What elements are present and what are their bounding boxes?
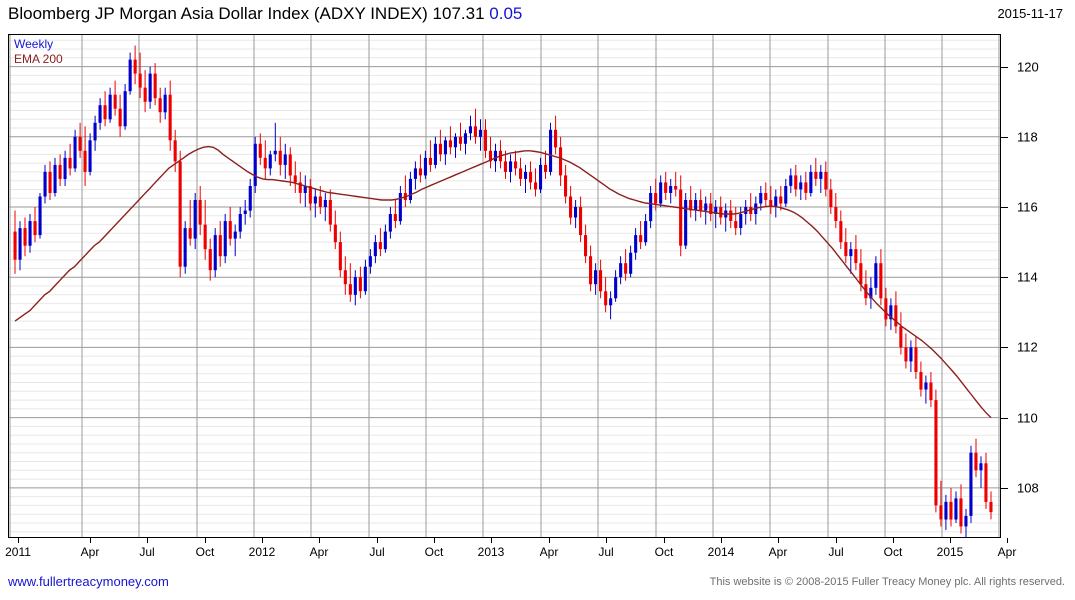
title-text: Bloomberg JP Morgan Asia Dollar Index (A… <box>8 4 485 23</box>
x-axis-label: Jul <box>369 545 385 559</box>
y-tick-mark <box>1001 487 1008 489</box>
x-axis-label: Oct <box>195 545 215 559</box>
x-tick-mark <box>491 538 492 543</box>
x-tick-mark <box>205 538 206 543</box>
y-axis-label: 118 <box>1017 129 1038 145</box>
x-tick-mark <box>18 538 19 543</box>
x-tick-mark <box>664 538 665 543</box>
x-tick-mark <box>90 538 91 543</box>
page-title: Bloomberg JP Morgan Asia Dollar Index (A… <box>8 4 522 24</box>
y-axis: 120 118 116 114 112 110 108 <box>1001 34 1075 540</box>
site-url[interactable]: www.fullertreacymoney.com <box>8 574 169 589</box>
x-axis-label: 2013 <box>477 545 505 559</box>
y-tick-mark <box>1001 136 1008 138</box>
x-tick-mark <box>721 538 722 543</box>
x-axis: 2011 Apr Jul Oct 2012 Apr Jul Oct 2013 Apr Jul Oct 2… <box>5 538 1016 564</box>
x-tick-mark <box>1007 538 1008 543</box>
y-axis-label: 114 <box>1017 269 1038 285</box>
chart-date: 2015-11-17 <box>997 6 1063 21</box>
chart-header: Bloomberg JP Morgan Asia Dollar Index (A… <box>0 0 1075 30</box>
x-tick-mark <box>262 538 263 543</box>
x-axis-label: Apr <box>309 545 329 559</box>
x-tick-mark <box>549 538 550 543</box>
x-axis-label: Oct <box>654 545 674 559</box>
x-tick-mark <box>434 538 435 543</box>
x-tick-mark <box>778 538 779 543</box>
y-tick-mark <box>1001 417 1008 419</box>
x-axis-label: Jul <box>139 545 155 559</box>
price-change: 0.05 <box>489 4 523 23</box>
price-series <box>13 45 993 537</box>
x-axis-label: 2014 <box>707 545 735 559</box>
y-tick-mark <box>1001 347 1008 349</box>
x-tick-mark <box>319 538 320 543</box>
gridlines <box>9 35 1000 537</box>
x-axis-label: Apr <box>768 545 788 559</box>
x-tick-mark <box>950 538 951 543</box>
x-axis-label: Apr <box>539 545 559 559</box>
x-tick-mark <box>893 538 894 543</box>
y-axis-label: 116 <box>1017 199 1038 215</box>
x-tick-mark <box>606 538 607 543</box>
plot-area[interactable]: Weekly EMA 200 <box>8 34 1001 538</box>
x-axis-label: Jul <box>828 545 844 559</box>
chart-footer: www.fullertreacymoney.com This website i… <box>0 572 1075 596</box>
x-axis-label: 2015 <box>936 545 964 559</box>
x-tick-mark <box>836 538 837 543</box>
x-axis-label: 2011 <box>5 545 31 559</box>
y-tick-mark <box>1001 277 1008 279</box>
x-axis-label: Oct <box>883 545 903 559</box>
x-axis-label: Apr <box>997 545 1017 559</box>
x-axis-label: Jul <box>598 545 614 559</box>
y-tick-mark <box>1001 207 1008 208</box>
x-tick-mark <box>377 538 378 543</box>
x-axis-label: Apr <box>80 545 100 559</box>
y-axis-label: 110 <box>1017 410 1038 426</box>
x-axis-label: Oct <box>424 545 444 559</box>
y-axis-label: 120 <box>1017 59 1039 75</box>
y-axis-label: 108 <box>1017 480 1039 496</box>
copyright-text: This website is © 2008-2015 Fuller Treac… <box>709 576 1065 588</box>
x-tick-mark <box>147 538 148 543</box>
x-axis-label: 2012 <box>248 545 276 559</box>
y-axis-label: 112 <box>1017 339 1038 355</box>
y-tick-mark <box>1001 66 1008 68</box>
